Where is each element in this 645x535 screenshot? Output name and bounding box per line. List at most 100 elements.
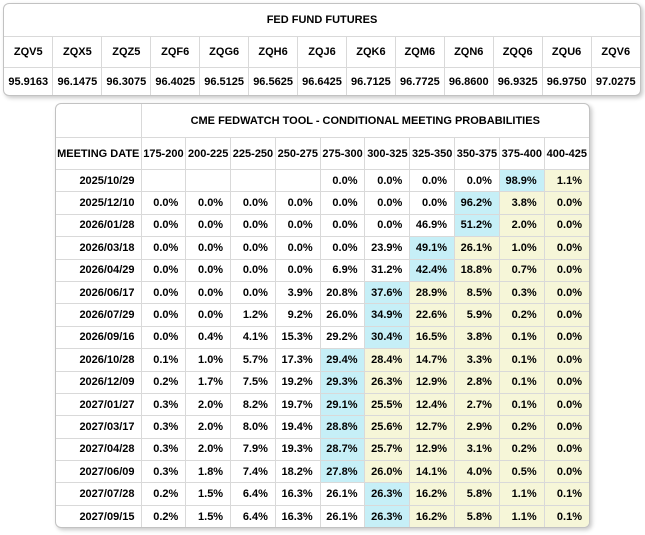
probability-cell: 0.0% (544, 303, 589, 327)
probability-cell: 0.1% (544, 505, 589, 528)
probability-cell: 9.2% (275, 303, 321, 327)
probability-cell: 0.1% (499, 348, 545, 372)
meeting-date-cell: 2027/03/17 (56, 415, 142, 439)
probability-cell: 0.0% (141, 214, 187, 238)
probability-cell: 96.2% (454, 191, 500, 215)
probability-cell: 0.0% (141, 191, 187, 215)
probability-cell: 0.1% (544, 482, 589, 506)
probability-cell: 19.3% (275, 438, 321, 462)
probability-cell: 0.0% (185, 191, 232, 215)
probability-cell: 0.0% (320, 191, 366, 215)
probability-cell: 0.0% (409, 191, 456, 215)
probability-cell: 42.4% (409, 259, 456, 282)
fedwatch-row: 2026/03/18 0.0% 0.0% 0.0% 0.0% 0.0% 23.9% 49.1%… (56, 236, 589, 260)
probability-cell: 26.3% (364, 482, 411, 506)
probability-cell: 0.1% (141, 348, 187, 372)
probability-cell: 0.0% (141, 281, 187, 305)
probability-cell: 0.2% (499, 415, 545, 439)
probability-cell: 26.1% (454, 236, 500, 260)
probability-cell: 0.0% (364, 191, 411, 215)
probability-cell (185, 169, 232, 193)
futures-ticker-header: ZQX5 (52, 36, 103, 68)
probability-cell: 49.1% (409, 236, 456, 260)
probability-cell: 3.8% (454, 326, 500, 350)
probability-cell: 16.2% (409, 505, 456, 528)
meeting-date-cell: 2026/07/29 (56, 303, 142, 327)
probability-cell: 0.0% (544, 438, 589, 462)
probability-cell: 0.0% (185, 214, 232, 238)
probability-cell: 14.7% (409, 348, 456, 372)
probability-cell: 0.0% (454, 169, 500, 193)
fedwatch-row: 2027/03/17 0.3% 2.0% 8.0% 19.4% 28.8% 25.6% 12.… (56, 415, 589, 439)
futures-ticker-header: ZQU6 (542, 36, 592, 68)
meeting-date-cell: 2025/12/10 (56, 191, 142, 215)
probability-cell: 0.0% (544, 415, 589, 439)
futures-price-cell: 96.1475 (52, 67, 103, 95)
probability-cell: 0.7% (499, 259, 545, 282)
futures-ticker-header: ZQV5 (4, 36, 54, 68)
futures-price-cell: 96.5625 (248, 67, 299, 95)
fedwatch-body: 2025/10/29 0.0% 0.0% 0.0% 0.0% 98.9% 1.1% 2025/… (56, 169, 589, 528)
probability-cell: 0.0% (185, 259, 232, 282)
probability-cell: 0.0% (230, 236, 276, 260)
probability-cell: 0.0% (544, 393, 589, 417)
fedwatch-row: 2026/06/17 0.0% 0.0% 0.0% 3.9% 20.8% 37.6% 28.9… (56, 281, 589, 305)
futures-price-cell: 96.6425 (297, 67, 347, 95)
probability-cell: 2.8% (454, 371, 500, 394)
fedwatch-row: 2026/09/16 0.0% 0.4% 4.1% 15.3% 29.2% 30.4% 16.… (56, 326, 589, 350)
probability-cell: 0.2% (141, 482, 187, 506)
probability-cell: 29.4% (320, 348, 366, 372)
probability-cell: 18.2% (275, 460, 321, 484)
probability-cell: 30.4% (364, 326, 411, 350)
fedwatch-header-row: MEETING DATE 175-200 200-225 225-250 250-27… (56, 137, 589, 170)
probability-cell: 28.8% (320, 415, 366, 439)
probability-cell: 6.4% (230, 482, 276, 506)
futures-price-cell: 96.7125 (346, 67, 396, 95)
probability-cell: 0.0% (185, 236, 232, 260)
probability-cell: 28.9% (409, 281, 456, 305)
rate-range-header: 350-375 (454, 137, 500, 170)
fedwatch-row: 2027/01/27 0.3% 2.0% 8.2% 19.7% 29.1% 25.5% 12.… (56, 393, 589, 417)
probability-cell: 31.2% (364, 259, 411, 282)
probability-cell: 0.5% (499, 460, 545, 484)
futures-price-cell: 96.8600 (444, 67, 494, 95)
probability-cell: 0.0% (230, 214, 276, 238)
fedwatch-row: 2025/12/10 0.0% 0.0% 0.0% 0.0% 0.0% 0.0% 0.0% 96… (56, 191, 589, 215)
fedwatch-row: 2026/01/28 0.0% 0.0% 0.0% 0.0% 0.0% 0.0% 46.9% 5… (56, 214, 589, 238)
probability-cell: 19.4% (275, 415, 321, 439)
probability-cell: 46.9% (409, 214, 456, 238)
probability-cell: 0.0% (544, 259, 589, 282)
futures-title: FED FUND FUTURES (4, 4, 640, 37)
probability-cell: 15.3% (275, 326, 321, 350)
futures-ticker-header: ZQF6 (150, 36, 201, 68)
probability-cell: 0.3% (141, 460, 187, 484)
probability-cell: 2.0% (185, 438, 232, 462)
probability-cell: 0.0% (185, 281, 232, 305)
probability-cell: 1.7% (185, 371, 232, 394)
meeting-date-cell: 2026/03/18 (56, 236, 142, 260)
probability-cell: 16.5% (409, 326, 456, 350)
fedwatch-row: 2027/07/28 0.2% 1.5% 6.4% 16.3% 26.1% 26.3% 16.… (56, 482, 589, 506)
probability-cell: 16.3% (275, 482, 321, 506)
fedwatch-table: CME FEDWATCH TOOL - CONDITIONAL MEETING … (55, 103, 590, 529)
probability-cell: 26.1% (320, 505, 366, 528)
rate-range-header: 225-250 (230, 137, 276, 170)
probability-cell: 26.3% (364, 371, 411, 394)
meeting-date-cell: 2026/12/09 (56, 371, 142, 394)
probability-cell: 0.0% (230, 259, 276, 282)
meeting-date-cell: 2025/10/29 (56, 169, 142, 193)
probability-cell: 0.0% (544, 348, 589, 372)
probability-cell: 6.9% (320, 259, 366, 282)
probability-cell: 0.0% (544, 371, 589, 394)
probability-cell: 0.3% (141, 415, 187, 439)
probability-cell: 4.1% (230, 326, 276, 350)
probability-cell: 1.8% (185, 460, 232, 484)
probability-cell: 2.7% (454, 393, 500, 417)
probability-cell: 5.7% (230, 348, 276, 372)
probability-cell: 28.7% (320, 438, 366, 462)
probability-cell: 3.8% (499, 191, 545, 215)
rate-range-header: 375-400 (499, 137, 545, 170)
rate-range-header: 275-300 (320, 137, 366, 170)
probability-cell: 20.8% (320, 281, 366, 305)
probability-cell: 7.4% (230, 460, 276, 484)
